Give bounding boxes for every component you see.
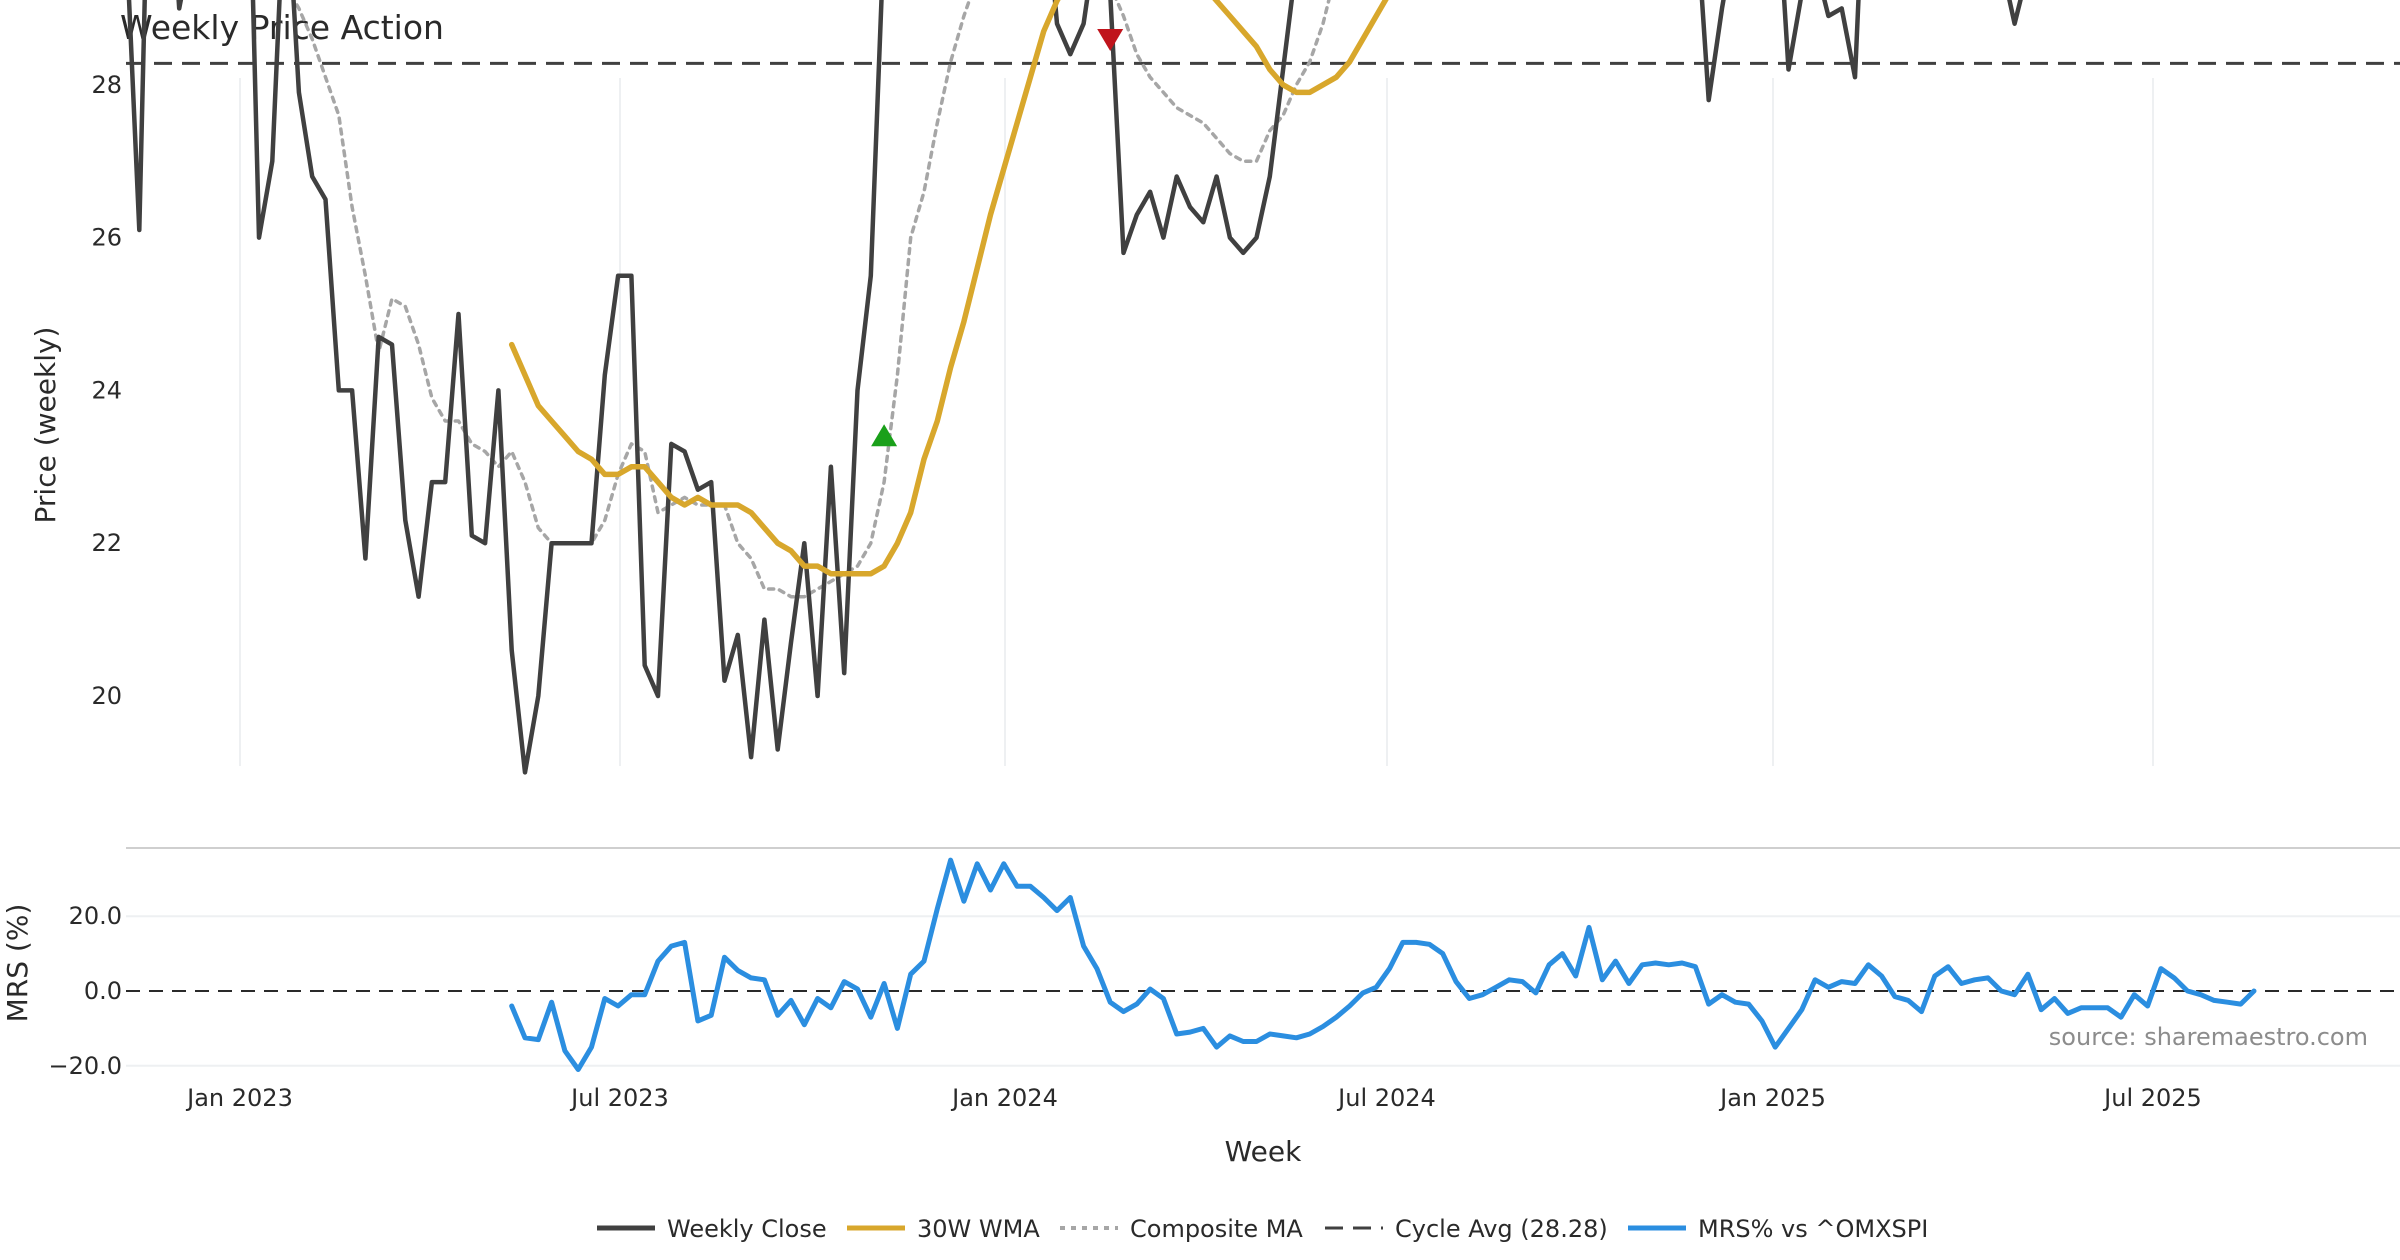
legend: Weekly Close 30W WMA Composite MA Cycle Avg… (597, 1215, 1928, 1243)
composite-ma-line (291, 0, 1331, 599)
x-tick-label: Jan 2023 (185, 1084, 293, 1112)
x-tick-label: Jan 2024 (950, 1084, 1058, 1112)
x-tick-label: Jan 2025 (1718, 1084, 1826, 1112)
weekly-close-line (126, 0, 2023, 775)
sell-signal-marker (1097, 28, 1124, 51)
legend-item: Weekly Close (597, 1215, 827, 1243)
source-credit: source: sharemaestro.com (2049, 1023, 2368, 1051)
legend-label: MRS% vs ^OMXSPI (1698, 1215, 1928, 1243)
legend-label: Cycle Avg (28.28) (1395, 1215, 1608, 1243)
legend-item: MRS% vs ^OMXSPI (1628, 1215, 1928, 1243)
mrs-y-tick-label: 0.0 (84, 977, 122, 1005)
mrs-y-tick-label: −20.0 (48, 1052, 122, 1080)
x-axis-label: Week (1225, 1135, 1302, 1168)
legend-item: 30W WMA (847, 1215, 1040, 1243)
price-y-tick-label: 28 (91, 71, 122, 99)
wma-30w-line (508, 0, 1389, 577)
price-y-tick-label: 22 (91, 529, 122, 557)
price-y-tick-label: 26 (91, 224, 122, 252)
legend-label: Weekly Close (667, 1215, 827, 1243)
mrs-y-tick-label: 20.0 (69, 902, 122, 930)
legend-label: Composite MA (1130, 1215, 1303, 1243)
x-tick-label: Jul 2024 (1336, 1084, 1436, 1112)
mrs-line (509, 857, 2257, 1072)
x-tick-label: Jul 2025 (2102, 1084, 2202, 1112)
legend-item: Composite MA (1060, 1215, 1303, 1243)
x-tick-label: Jul 2023 (569, 1084, 669, 1112)
price-y-tick-label: 20 (91, 682, 122, 710)
chart-title: Weekly Price Action (120, 8, 444, 47)
price-y-tick-label: 24 (91, 376, 122, 404)
legend-item: Cycle Avg (28.28) (1325, 1215, 1608, 1243)
mrs-axis-label: MRS (%) (1, 904, 34, 1023)
legend-label: 30W WMA (917, 1215, 1040, 1243)
buy-signal-marker (871, 424, 898, 447)
price-axis-label: Price (weekly) (29, 327, 62, 524)
